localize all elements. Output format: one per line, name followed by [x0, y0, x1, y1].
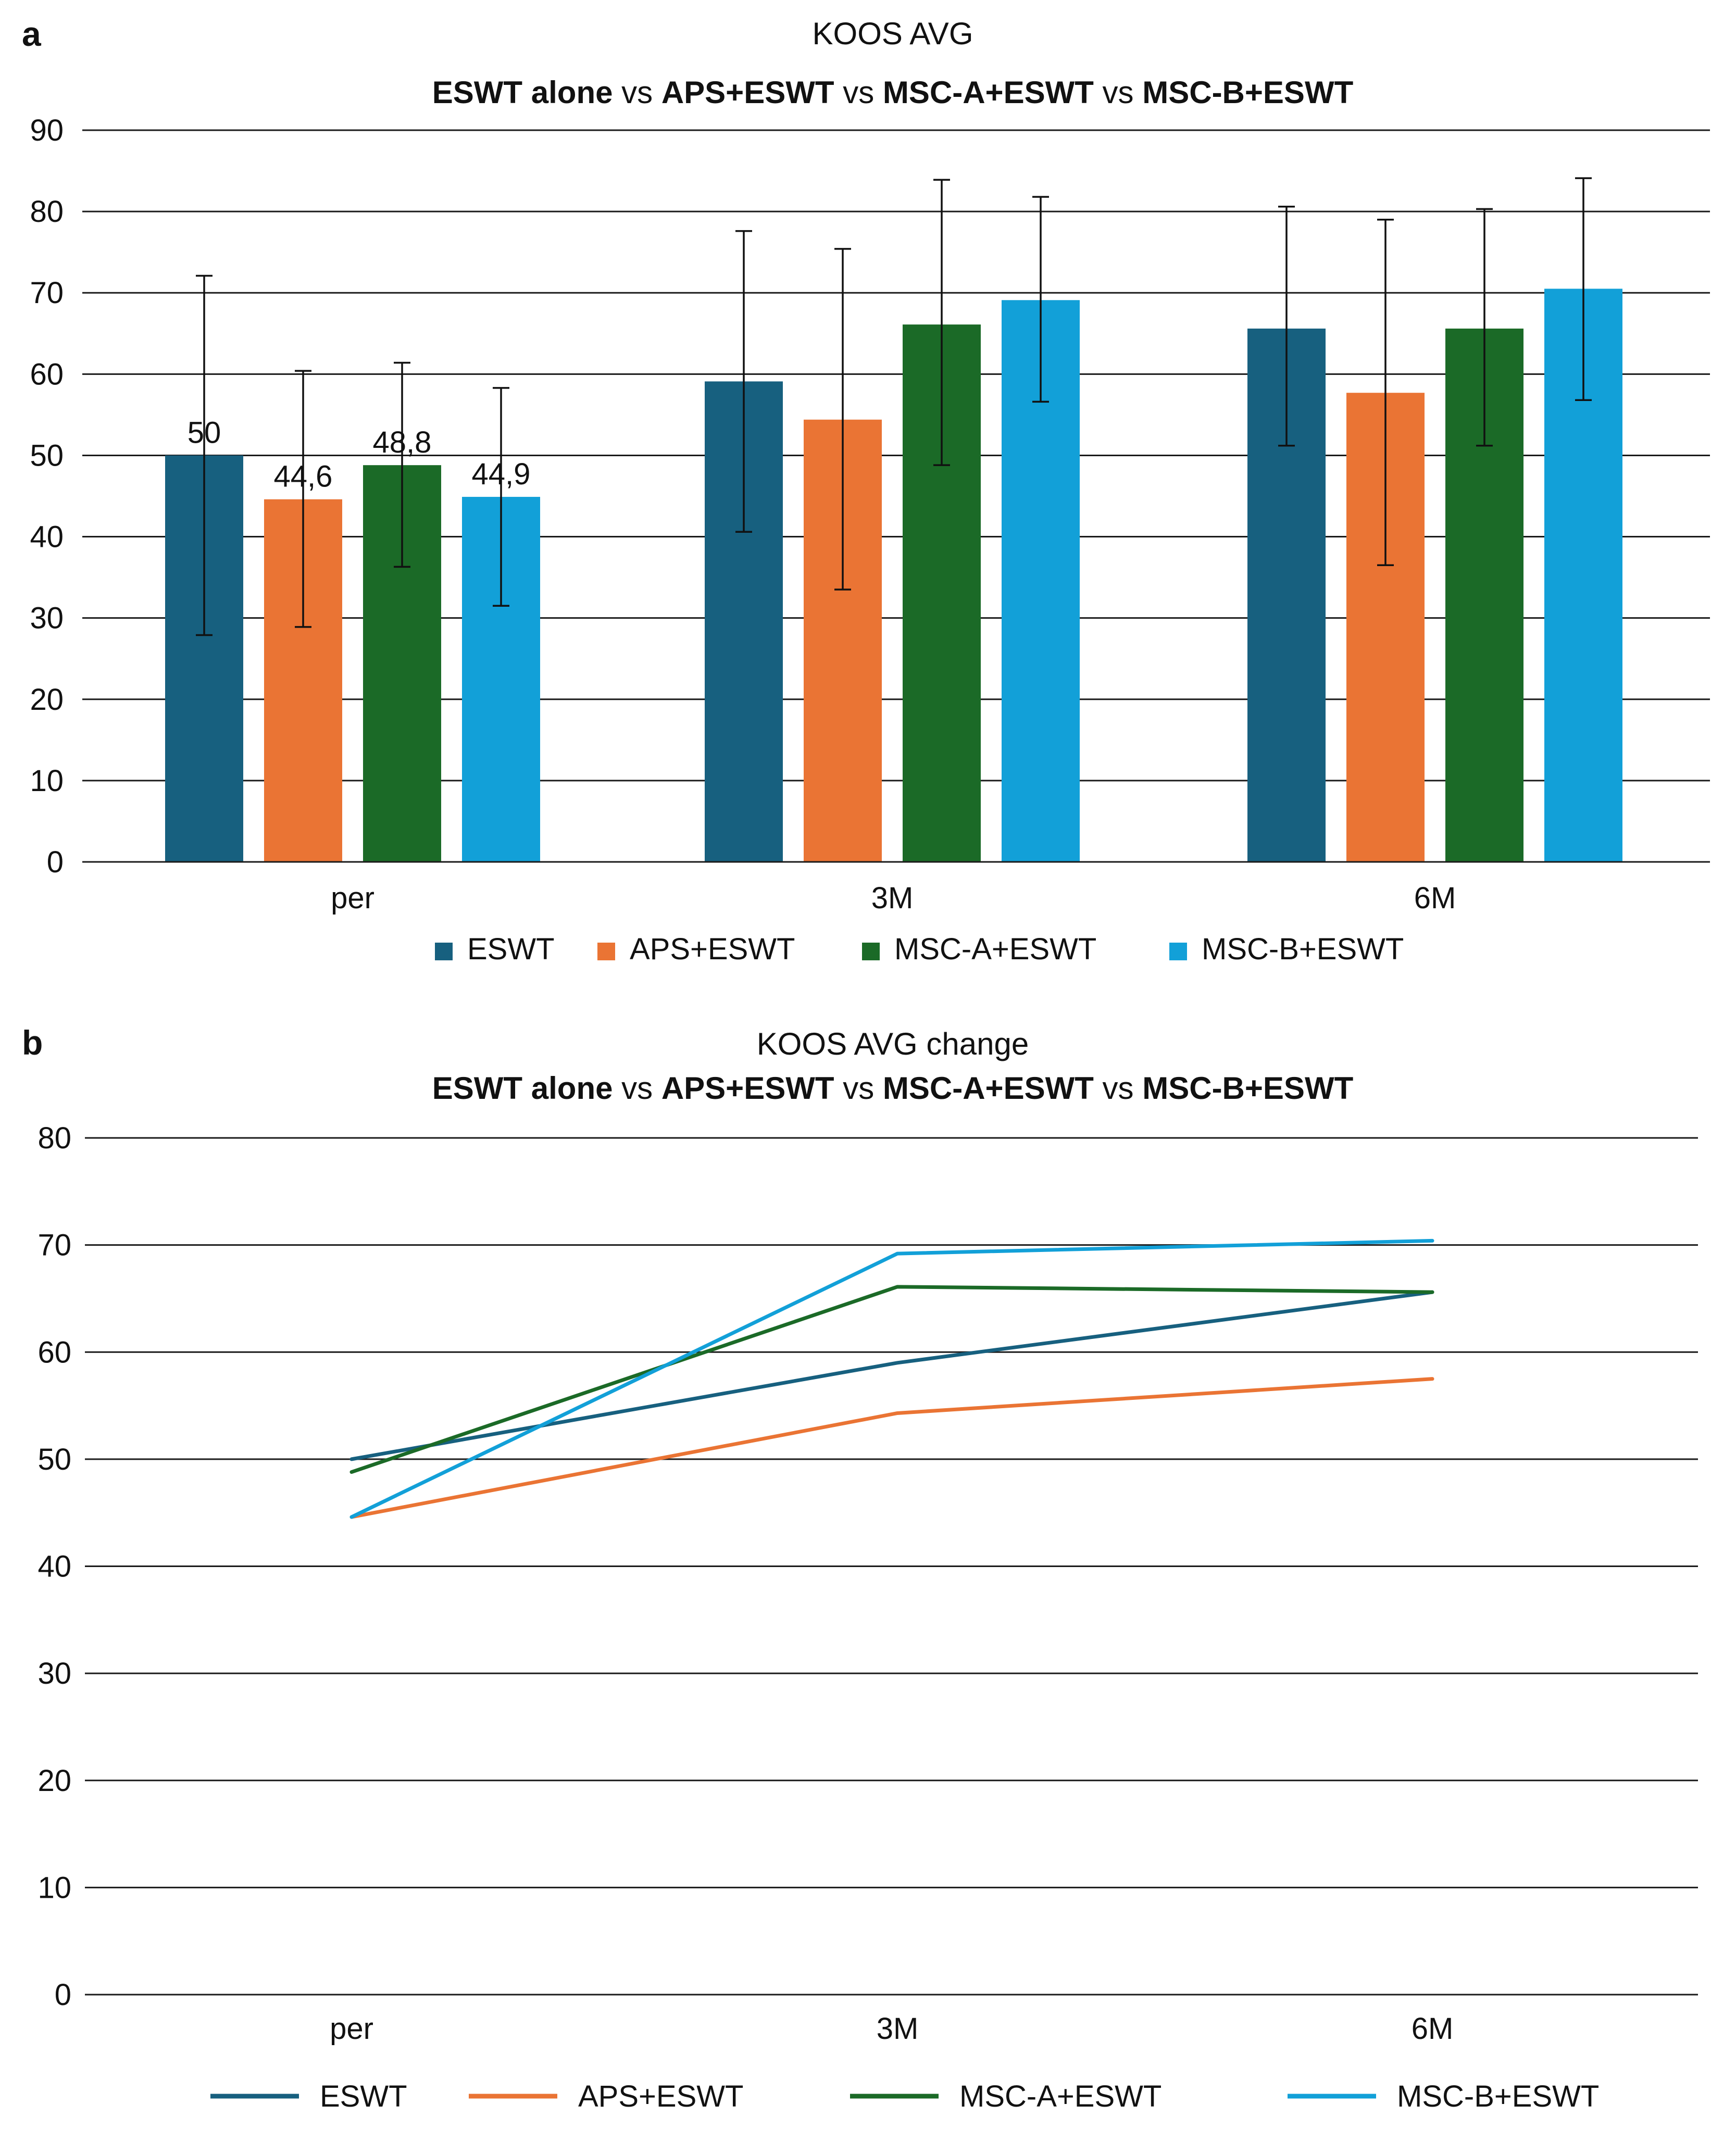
legend: ESWT APS+ESWT MSC-A+ESWT MSC-B+ESWT	[210, 2080, 1599, 2113]
chart-subtitle-part: MSC-B+ESWT	[1142, 1071, 1353, 1106]
legend-label: MSC-B+ESWT	[1397, 2080, 1599, 2113]
chart-subtitle-part: ESWT alone	[432, 75, 613, 110]
data-labels: 50 44,6 48,8 44,9 per 3M 6M	[188, 416, 1456, 915]
chart-subtitle-part: MSC-B+ESWT	[1142, 75, 1353, 110]
panel-a-titles: a KOOS AVG ESWT alone vs APS+ESWT vs MSC-A…	[22, 15, 1353, 110]
data-label: 44,9	[472, 457, 531, 491]
line-aps-eswt	[349, 1377, 1434, 1519]
chart-subtitle-part: vs	[834, 75, 883, 110]
legend-swatch	[435, 943, 453, 960]
legend-label: MSC-A+ESWT	[894, 932, 1096, 966]
chart-subtitle-part: vs	[613, 75, 661, 110]
legend-item-msc-a-eswt: MSC-A+ESWT	[850, 2080, 1162, 2113]
legend-item-msc-b-eswt: MSC-B+ESWT	[1288, 2080, 1599, 2113]
legend-item-msc-a-eswt: MSC-A+ESWT	[862, 932, 1096, 966]
panel-b-axis: 0 10 20 30 40 50 60 70 80	[38, 1121, 1698, 2012]
legend-swatch	[1169, 943, 1187, 960]
x-tick-label: 6M	[1412, 2012, 1454, 2046]
legend-swatch	[862, 943, 880, 960]
panel-b-titles: b KOOS AVG change ESWT alone vs APS+ESWT v…	[22, 1023, 1353, 1106]
chart-subtitle: ESWT alone vs APS+ESWT vs MSC-A+ESWT vs …	[432, 75, 1353, 110]
y-tick-label: 20	[38, 1764, 71, 1798]
chart-subtitle-part: MSC-A+ESWT	[883, 1071, 1094, 1106]
y-tick-label: 50	[38, 1443, 71, 1476]
y-tick-label: 50	[30, 439, 64, 472]
y-tick-label: 70	[30, 276, 64, 310]
legend-label: MSC-A+ESWT	[959, 2080, 1162, 2113]
line-msc-a-eswt	[349, 1285, 1434, 1474]
x-tick-labels: per 3M 6M	[330, 2012, 1453, 2046]
y-tick-label: 80	[30, 195, 64, 229]
legend-item-eswt: ESWT	[210, 2080, 407, 2113]
panel-label: a	[22, 15, 42, 53]
chart-subtitle-part: APS+ESWT	[661, 1071, 834, 1106]
y-tick-label: 40	[30, 520, 64, 554]
x-tick-label: 3M	[877, 2012, 919, 2046]
y-tick-label: 30	[30, 602, 64, 635]
legend-item-msc-b-eswt: MSC-B+ESWT	[1169, 932, 1404, 966]
legend-swatch	[597, 943, 615, 960]
chart-subtitle-part: APS+ESWT	[661, 75, 834, 110]
x-tick-label: 6M	[1414, 881, 1456, 915]
data-label: 44,6	[274, 460, 333, 494]
legend-label: ESWT	[320, 2080, 407, 2113]
chart-subtitle-part: vs	[834, 1071, 883, 1106]
y-tick-label: 60	[30, 357, 64, 391]
chart-subtitle: ESWT alone vs APS+ESWT vs MSC-A+ESWT vs …	[432, 1071, 1353, 1106]
data-label: 50	[188, 416, 221, 449]
x-tick-label: 3M	[871, 881, 914, 915]
y-tick-label: 10	[38, 1871, 71, 1905]
y-tick-label: 30	[38, 1657, 71, 1690]
legend-label: ESWT	[467, 932, 555, 966]
chart-title: KOOS AVG change	[757, 1026, 1029, 1061]
chart-subtitle-part: MSC-A+ESWT	[883, 75, 1094, 110]
data-label: 48,8	[373, 425, 432, 459]
series-lines	[349, 1238, 1434, 1519]
y-tick-label: 40	[38, 1550, 71, 1584]
chart-title: KOOS AVG	[813, 16, 973, 51]
chart-subtitle-part: vs	[1094, 75, 1142, 110]
legend-label: MSC-B+ESWT	[1202, 932, 1404, 966]
legend-label: APS+ESWT	[630, 932, 795, 966]
y-tick-label: 20	[30, 683, 64, 717]
y-tick-label: 90	[30, 114, 64, 147]
y-tick-label: 10	[30, 764, 64, 798]
y-tick-label: 80	[38, 1121, 71, 1155]
y-tick-label: 60	[38, 1335, 71, 1369]
line-msc-b-eswt	[349, 1238, 1434, 1519]
legend-label: APS+ESWT	[578, 2080, 743, 2113]
x-tick-label: per	[331, 881, 374, 915]
y-tick-label: 0	[47, 845, 64, 879]
legend: ESWT APS+ESWT MSC-A+ESWT MSC-B+ESWT	[435, 932, 1404, 966]
error-bars	[196, 177, 1592, 636]
legend-item-aps-eswt: APS+ESWT	[469, 2080, 743, 2113]
line-eswt	[349, 1290, 1434, 1461]
panel-a-axis: 0 10 20 30 40 50 60 70 80 90	[30, 114, 1710, 879]
y-tick-label: 70	[38, 1229, 71, 1262]
x-tick-label: per	[330, 2012, 373, 2046]
y-tick-label: 0	[55, 1978, 71, 2012]
legend-item-aps-eswt: APS+ESWT	[597, 932, 795, 966]
chart-subtitle-part: ESWT alone	[432, 1071, 613, 1106]
chart-subtitle-part: vs	[613, 1071, 661, 1106]
panel-label: b	[22, 1023, 43, 1062]
chart-subtitle-part: vs	[1094, 1071, 1142, 1106]
legend-item-eswt: ESWT	[435, 932, 555, 966]
